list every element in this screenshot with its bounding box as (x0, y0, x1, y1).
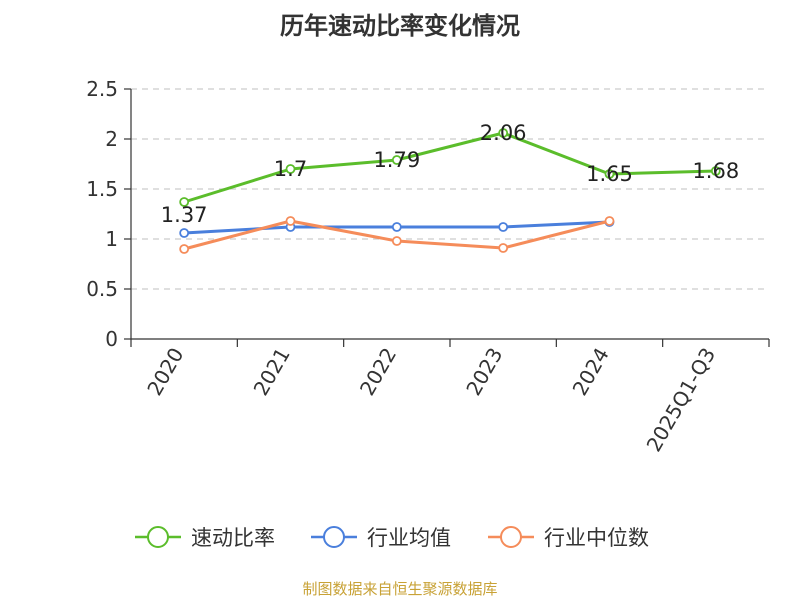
x-tick-label-3: 2023 (461, 343, 507, 399)
point-0-2 (391, 155, 402, 165)
x-tick-label-4: 2024 (568, 344, 614, 400)
data-label-0-0: 1.37 (161, 203, 208, 227)
point-2-0 (179, 244, 190, 254)
data-label-0-1: 1.7 (274, 157, 307, 181)
x-tick-label-5: 2025Q1-Q3 (641, 344, 720, 456)
y-tick-label-4: 2 (105, 127, 118, 151)
legend-label-0: 速动比率 (191, 526, 275, 550)
point-2-3 (498, 243, 509, 253)
legend-swatch-marker-1 (323, 526, 345, 548)
data-label-0-3: 2.06 (480, 121, 527, 145)
series-layer (179, 128, 721, 254)
legend-swatch-marker-0 (147, 526, 169, 548)
grid-lines (131, 88, 769, 290)
data-label-0-2: 1.79 (373, 148, 420, 172)
point-0-5 (710, 166, 721, 176)
point-1-2 (391, 222, 402, 232)
legend-label-2: 行业中位数 (544, 526, 649, 550)
data-label-0-5: 1.68 (692, 159, 739, 183)
point-0-0 (179, 197, 190, 207)
point-1-0 (179, 228, 190, 238)
y-tick-label-3: 1.5 (86, 177, 118, 201)
x-tick-label-0: 2020 (142, 344, 188, 400)
legend: 速动比率 行业均值 行业中位数 (135, 526, 649, 550)
point-2-1 (285, 216, 296, 226)
data-labels: 1.37 1.7 1.79 2.06 1.65 1.68 (161, 121, 739, 227)
y-tick-label-1: 0.5 (86, 277, 118, 301)
x-tick-label-1: 2021 (249, 344, 295, 400)
data-label-0-4: 1.65 (586, 162, 633, 186)
y-tick-label-2: 1 (105, 227, 118, 251)
point-1-3 (498, 222, 509, 232)
legend-label-1: 行业均值 (367, 526, 451, 550)
point-0-3 (498, 128, 509, 138)
series-line-0 (183, 131, 716, 204)
point-0-4 (604, 169, 615, 179)
chart-title: 历年速动比率变化情况 (280, 12, 520, 40)
axes: 0 0.5 1 1.5 2 2.5 2020 2021 2022 2023 2024 2025Q1-Q… (86, 77, 770, 456)
point-2-2 (391, 236, 402, 246)
data-source-note: 制图数据来自恒生聚源数据库 (302, 580, 497, 598)
point-0-1 (285, 164, 296, 174)
y-tick-label-0: 0 (105, 327, 118, 351)
point-2-4 (604, 216, 615, 226)
legend-swatch-marker-2 (500, 526, 522, 548)
x-tick-label-2: 2022 (355, 344, 401, 400)
y-tick-label-5: 2.5 (86, 77, 118, 101)
